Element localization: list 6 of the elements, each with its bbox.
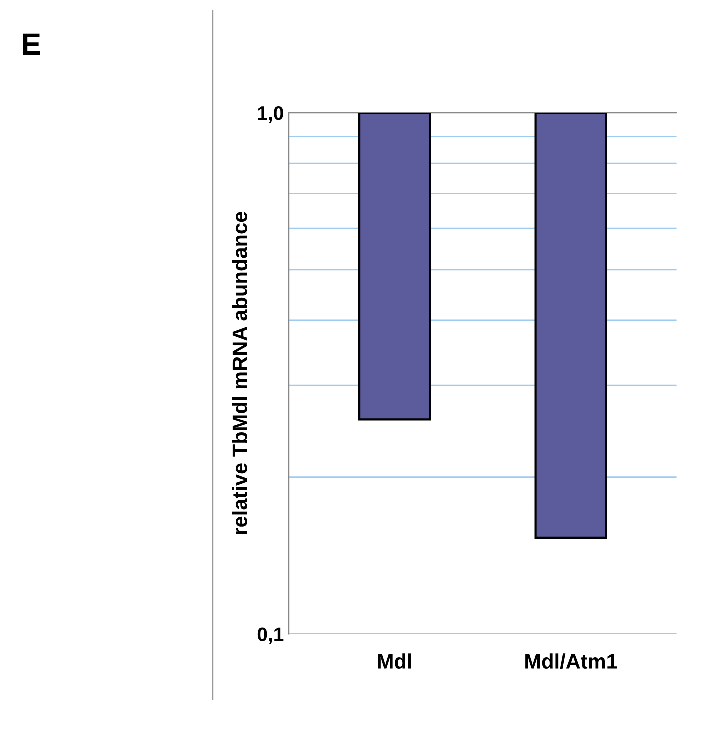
- y-axis-title: relative TbMdl mRNA abundance: [232, 212, 248, 534]
- y-tick-label: 0,1: [258, 628, 284, 644]
- y-tick-label: 1,0: [258, 106, 284, 124]
- text: E: [23, 34, 40, 55]
- x-tick-label: Mdl/Atm1: [526, 654, 618, 670]
- x-tick-label: Mdl: [378, 654, 412, 669]
